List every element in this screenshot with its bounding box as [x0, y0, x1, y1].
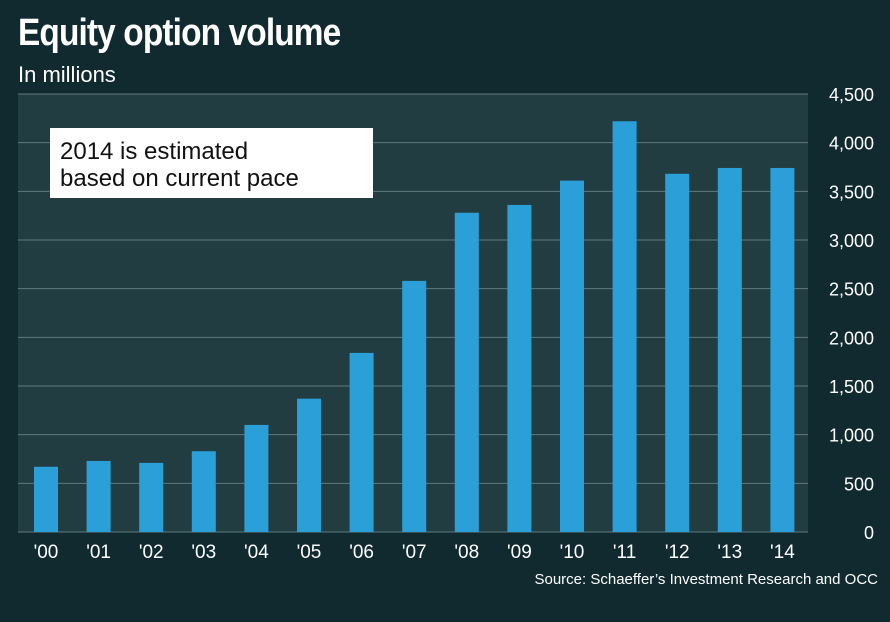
x-tick-label: '08 [454, 542, 479, 563]
bar [139, 462, 164, 532]
bar [86, 460, 111, 532]
chart-subtitle: In millions [18, 62, 116, 87]
bars [34, 121, 795, 533]
bar [34, 466, 58, 532]
bar [191, 451, 216, 532]
x-tick-label: '09 [507, 542, 532, 563]
x-tick-label: '13 [717, 542, 742, 563]
x-tick-label: '07 [402, 542, 427, 563]
x-tick-label: '00 [34, 542, 59, 563]
bar [770, 167, 795, 532]
estimate-note-line1: 2014 is estimated [60, 138, 249, 165]
x-tick-label: '14 [770, 542, 795, 563]
bar [402, 280, 427, 532]
x-axis-ticks: '00 '01 '02 '03 '04 '05 '06 '07 '08 '09 '10 '11 '12 '… [34, 542, 796, 563]
bar [717, 167, 742, 532]
y-tick-label: 3,000 [829, 231, 874, 251]
estimate-note-line2: based on current pace [60, 165, 299, 192]
x-tick-label: '02 [139, 542, 164, 563]
x-tick-label: '04 [244, 542, 269, 563]
y-tick-label: 0 [864, 523, 874, 543]
y-tick-label: 4,500 [829, 85, 874, 105]
y-tick-label: 4,000 [829, 134, 874, 154]
estimate-note: 2014 is estimated based on current pace [50, 128, 373, 198]
x-tick-label: '12 [665, 542, 690, 563]
bar [244, 424, 269, 532]
bar [454, 212, 479, 532]
chart-title: Equity option volume [18, 12, 341, 54]
x-tick-label: '10 [560, 542, 585, 563]
bar [612, 121, 637, 533]
y-tick-label: 500 [844, 474, 874, 494]
y-tick-label: 1,000 [829, 426, 874, 446]
x-tick-label: '11 [613, 542, 636, 563]
bar [349, 352, 374, 532]
bar [297, 398, 321, 532]
x-tick-label: '06 [349, 542, 374, 563]
y-axis-ticks: 0 500 1,000 1,500 2,000 2,500 3,000 3,500 4,000 4… [829, 85, 874, 543]
source-credit: Source: Schaeffer’s Investment Research … [534, 571, 878, 588]
bar [665, 173, 690, 532]
x-tick-label: '03 [191, 542, 216, 563]
y-tick-label: 3,500 [829, 182, 874, 202]
x-tick-label: '05 [297, 542, 322, 563]
bar [507, 204, 532, 532]
x-tick-label: '01 [86, 542, 111, 563]
y-tick-label: 2,500 [829, 280, 874, 300]
y-tick-label: 1,500 [829, 377, 874, 397]
bar [560, 180, 584, 533]
y-tick-label: 2,000 [829, 328, 874, 348]
